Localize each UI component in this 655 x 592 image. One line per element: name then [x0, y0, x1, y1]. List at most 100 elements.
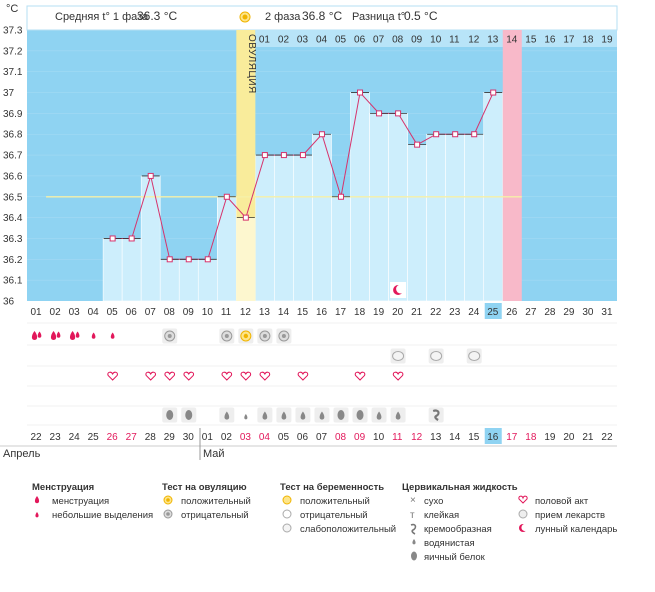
cycle-day-label: 21	[411, 307, 423, 318]
y-tick-label: 36.9	[3, 109, 23, 120]
cycle-day-label: 26	[506, 307, 518, 318]
y-tick-label: 36.4	[3, 213, 23, 224]
legend-intercourse-icon	[518, 495, 528, 504]
cycle-day-label: 01	[31, 307, 43, 318]
y-tick-label: 37.1	[3, 67, 23, 78]
cycle-day-label: 02	[50, 307, 62, 318]
temp-bar	[178, 259, 199, 302]
legend-menstruation-icon	[34, 496, 40, 504]
cycle-day-labels: 01 02 03 04 05 06 07 08 09 10 11 12 13 14 15 16 17 18 19 20…	[31, 303, 613, 319]
temp-bar	[369, 113, 389, 302]
legend-item: прием лекарств	[535, 510, 605, 521]
data-point	[414, 141, 421, 148]
cycle-day-label: 13	[259, 307, 271, 318]
temp-bar	[312, 133, 332, 302]
legend-dry-icon: ×	[410, 495, 416, 506]
legend-item: отрицательный	[181, 510, 249, 521]
fluid-watery-icon	[395, 411, 401, 420]
diff-label: Разница t°	[352, 11, 405, 23]
temp-bar	[331, 196, 351, 302]
phase2-day-label: 12	[468, 35, 480, 46]
calendar-day-label: 06	[297, 432, 309, 443]
calendar-day-label: 08	[335, 432, 347, 443]
ovulation-negative-icon	[224, 334, 229, 338]
cycle-day-label: 12	[240, 307, 252, 318]
y-tick-label: 37.2	[3, 46, 23, 57]
data-point	[357, 89, 364, 96]
pregnancy-weak-icon	[392, 351, 405, 361]
calendar-day-label: 28	[145, 432, 157, 443]
legend-title-pregnancy: Тест на беременность	[280, 482, 384, 493]
ovulation-bar	[236, 217, 256, 301]
intercourse-icon	[354, 371, 366, 381]
legend-title-menstruation: Менструация	[32, 482, 94, 493]
calendar-day-label: 10	[373, 432, 385, 443]
calendar-day-label: 18	[525, 432, 537, 443]
cycle-day-label: 07	[145, 307, 157, 318]
fluid-watery-icon	[281, 411, 287, 420]
temp-bar	[121, 238, 142, 302]
legend-ovulation-neg-icon	[166, 512, 170, 516]
cycle-day-label: 09	[183, 307, 195, 318]
y-tick-label: 36.8	[3, 130, 23, 141]
temp-bar	[197, 259, 218, 302]
pregnancy-weak-icon	[430, 351, 443, 361]
phase2-day-label: 03	[297, 35, 309, 46]
cycle-day-label: 18	[354, 307, 366, 318]
legend-item: половой акт	[535, 496, 589, 507]
data-point	[223, 193, 230, 200]
legend-title-ovulation: Тест на овуляцию	[162, 482, 247, 493]
phase2-day-label: 17	[563, 35, 575, 46]
data-point	[376, 110, 383, 117]
y-tick-label: 37	[3, 88, 15, 99]
phase2-day-label: 07	[373, 35, 385, 46]
ovulation-negative-icon	[281, 334, 286, 338]
phase2-day-label: 04	[316, 35, 328, 46]
ovulation-positive-icon	[243, 333, 249, 339]
cycle-day-label: 31	[601, 307, 613, 318]
diff-value: 0.5 °C	[404, 9, 438, 23]
cycle-day-label: 19	[373, 307, 385, 318]
temp-bar	[274, 154, 294, 302]
phase2-day-label: 06	[354, 35, 366, 46]
temperature-line	[103, 89, 503, 263]
phase2-day-label: 15	[525, 35, 537, 46]
y-tick-label: 36.3	[3, 234, 23, 245]
calendar-day-label: 13	[430, 432, 442, 443]
y-tick-label: 36.2	[3, 255, 23, 266]
cycle-day-label: 06	[126, 307, 138, 318]
phase2-day-row: 01 02 03 04 05 06 07 08 09 10 11 12 13 14 15 16 17 18 19	[255, 30, 617, 47]
intercourse-icon	[392, 371, 404, 381]
intercourse-icon	[259, 371, 271, 381]
legend-item: слабоположительный	[300, 524, 396, 535]
phase2-day-label: 14	[506, 35, 518, 46]
ovulation-sun-icon	[239, 11, 251, 23]
calendar-day-label: 07	[316, 432, 328, 443]
fluid-watery-icon	[262, 411, 268, 420]
cycle-day-label: 14	[278, 307, 290, 318]
legend: Менструация менструация небольшие выделени…	[32, 482, 617, 563]
calendar-day-label: 03	[240, 432, 252, 443]
legend-item: водянистая	[424, 538, 475, 549]
temp-bar	[293, 154, 313, 302]
small-bleed-icon	[91, 332, 96, 339]
calendar-day-label: 19	[544, 432, 556, 443]
cycle-day-label: 29	[563, 307, 575, 318]
calendar-day-label: 15	[468, 432, 480, 443]
calendar-day-label: 21	[582, 432, 594, 443]
ovulation-label: ОВУЛЯЦИЯ	[246, 34, 257, 94]
phase2-row-bg	[255, 30, 617, 47]
calendar-day-label: 09	[354, 432, 366, 443]
cycle-day-label: 28	[544, 307, 556, 318]
data-point	[204, 256, 211, 263]
cycle-day-label: 17	[335, 307, 347, 318]
legend-item: клейкая	[424, 510, 459, 521]
phase2-value: 36.8 °C	[302, 9, 342, 23]
calendar-day-label: 14	[449, 432, 461, 443]
phase2-day-label: 05	[335, 35, 347, 46]
fluid-eggwhite-icon	[166, 410, 174, 420]
intercourse-icon	[221, 371, 233, 381]
calendar-day-label: 17	[506, 432, 518, 443]
fluid-eggwhite-icon	[337, 410, 345, 420]
